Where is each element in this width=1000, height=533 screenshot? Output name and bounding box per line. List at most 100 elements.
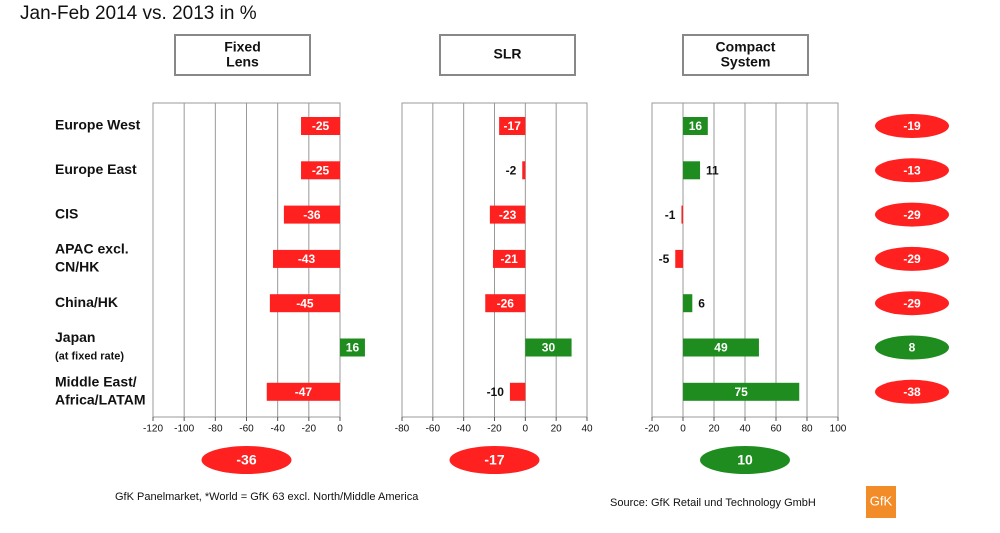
footnote: GfK Panelmarket, *World = GfK 63 excl. N…: [115, 491, 419, 503]
page-title: Jan-Feb 2014 vs. 2013 in %: [20, 3, 257, 24]
region-total-label: -29: [903, 208, 921, 222]
total-label: 10: [737, 452, 753, 468]
x-tick-label: -20: [645, 424, 660, 435]
x-tick-label: -80: [208, 424, 223, 435]
row-label: Africa/LATAM: [55, 392, 145, 408]
bar: [525, 338, 572, 357]
total-badge: [201, 446, 292, 474]
row-label: Middle East/: [55, 374, 137, 390]
bar: [683, 117, 708, 135]
region-total-badge: [875, 291, 949, 316]
x-tick-label: -20: [302, 424, 317, 435]
row-label: Europe East: [55, 161, 137, 177]
value-label: 75: [734, 385, 748, 399]
bar: [340, 338, 365, 357]
bar: [522, 161, 526, 180]
value-label: 30: [542, 341, 556, 355]
bar: [683, 382, 800, 401]
value-label: -43: [298, 252, 316, 266]
x-tick-label: 40: [739, 424, 751, 435]
x-tick-label: 20: [551, 424, 563, 435]
value-label: 49: [714, 341, 728, 355]
x-tick-label: 80: [801, 424, 813, 435]
value-label: -1: [665, 208, 676, 222]
region-total-badge: [875, 114, 949, 138]
x-tick-label: -40: [270, 424, 285, 435]
value-label: -17: [504, 119, 522, 133]
source: Source: GfK Retail und Technology GmbH: [610, 497, 816, 509]
x-tick-label: 0: [337, 424, 343, 435]
value-label: -5: [659, 252, 670, 266]
x-tick-label: -120: [143, 424, 163, 435]
value-label: -21: [500, 252, 518, 266]
x-tick-label: 0: [680, 424, 686, 435]
x-tick-label: 100: [830, 424, 847, 435]
bar: [269, 294, 340, 313]
panel-header: [439, 34, 576, 76]
x-tick-label: -40: [456, 424, 471, 435]
value-label: -10: [487, 385, 505, 399]
row-label: CIS: [55, 205, 78, 221]
x-tick-label: 60: [770, 424, 782, 435]
row-label: (at fixed rate): [55, 350, 124, 362]
region-total-badge: [875, 202, 949, 227]
region-total-label: -38: [903, 385, 921, 399]
row-label: China/HK: [55, 294, 118, 310]
logo: GfK: [870, 493, 893, 508]
row-label: Europe West: [55, 117, 141, 133]
region-total-badge: [875, 246, 949, 271]
total-label: -17: [484, 452, 504, 468]
total-badge: [449, 446, 540, 474]
row-label: CN/HK: [55, 259, 99, 275]
x-tick-label: -60: [239, 424, 254, 435]
x-tick-label: 40: [581, 424, 593, 435]
total-label: -36: [236, 452, 256, 468]
bar: [266, 382, 340, 401]
bar: [492, 249, 526, 268]
logo-box: [866, 486, 896, 518]
region-total-label: 8: [909, 341, 916, 355]
bar: [683, 294, 693, 313]
value-label: -47: [295, 385, 313, 399]
bar: [301, 117, 340, 135]
bar: [301, 161, 340, 180]
region-total-badge: [875, 379, 949, 404]
value-label: 16: [346, 341, 360, 355]
value-label: 6: [698, 296, 705, 310]
region-total-label: -19: [903, 119, 921, 133]
panel-header: [682, 34, 809, 76]
panel-title: SLR: [494, 46, 522, 62]
value-label: 16: [689, 119, 703, 133]
bar: [272, 249, 340, 268]
x-tick-label: -60: [426, 424, 441, 435]
bar: [509, 382, 526, 401]
row-label: Japan: [55, 329, 95, 345]
value-label: -45: [296, 296, 314, 310]
bar: [683, 161, 701, 180]
value-label: -23: [499, 208, 517, 222]
bar: [499, 117, 526, 135]
panel-header: [174, 34, 311, 76]
value-label: -25: [312, 163, 330, 177]
panel-title: Compact System: [716, 38, 776, 69]
x-tick-label: 20: [708, 424, 720, 435]
region-total-label: -13: [903, 163, 921, 177]
value-label: 11: [706, 163, 719, 177]
region-total-badge: [875, 158, 949, 183]
panel-title: Fixed Lens: [224, 38, 261, 69]
bar: [683, 338, 759, 357]
row-label: APAC excl.: [55, 241, 129, 257]
bar: [485, 294, 526, 313]
region-total-label: -29: [903, 296, 921, 310]
bar: [681, 205, 683, 224]
x-tick-label: 0: [523, 424, 529, 435]
value-label: -25: [312, 119, 330, 133]
region-total-label: -29: [903, 252, 921, 266]
total-badge: [700, 446, 790, 474]
x-tick-label: -20: [487, 424, 502, 435]
value-label: -36: [303, 208, 321, 222]
x-tick-label: -100: [174, 424, 194, 435]
x-tick-label: -80: [395, 424, 410, 435]
bar: [489, 205, 526, 224]
